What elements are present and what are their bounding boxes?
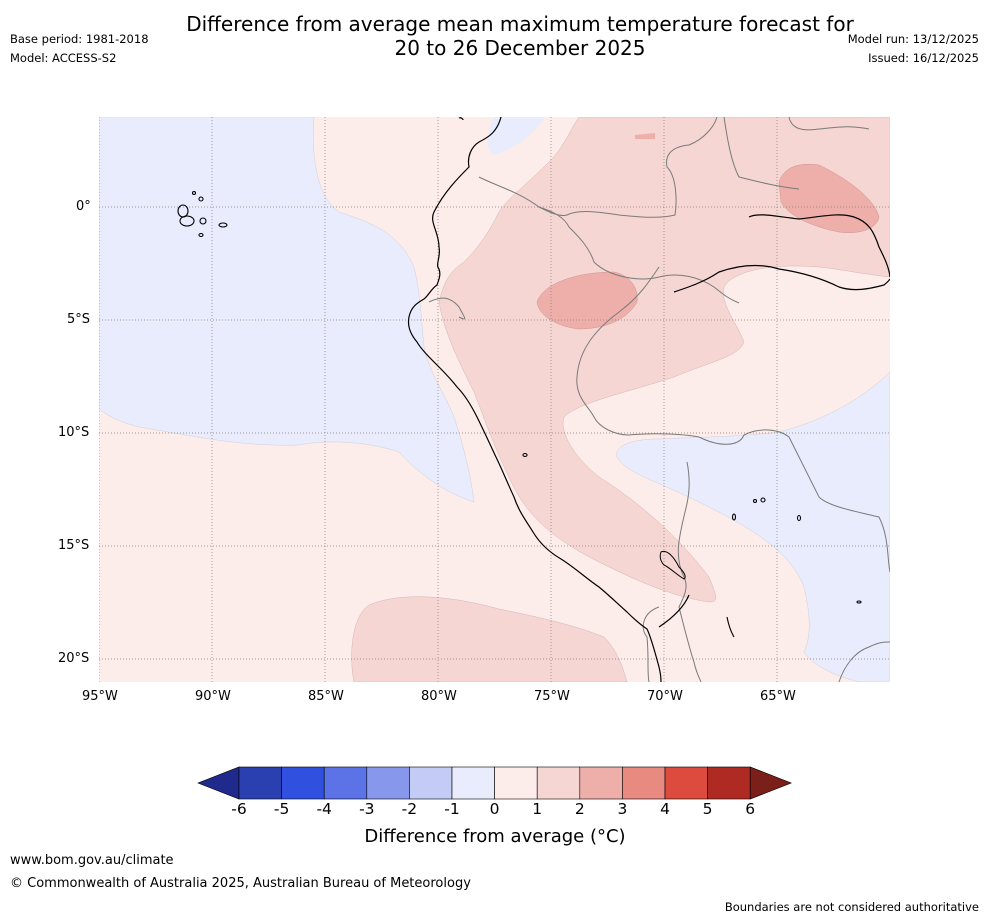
colorbar-cell — [366, 766, 410, 800]
colorbar-tick-label: -3 — [359, 800, 375, 818]
colombia-hot-speck — [635, 133, 655, 139]
lon-label-95w: 95°W — [82, 689, 118, 704]
colorbar-tick-label: -4 — [316, 800, 332, 818]
lon-label-70w: 70°W — [647, 689, 683, 704]
title-line-1: Difference from average mean maximum tem… — [186, 12, 854, 36]
map-title: Difference from average mean maximum tem… — [120, 12, 920, 60]
colorbar-tick-label: -6 — [231, 800, 247, 818]
amazon-warm-zone — [438, 117, 890, 603]
footer-copyright: © Commonwealth of Australia 2025, Austra… — [10, 876, 471, 891]
colorbar-tick-label: 6 — [745, 800, 756, 818]
country-borders — [428, 117, 890, 682]
colorbar-tick-label: 3 — [617, 800, 628, 818]
lat-label-20s: 20°S — [58, 651, 90, 666]
colorbar-label: Difference from average (°C) — [364, 826, 626, 847]
colorbar-tick-label: -1 — [444, 800, 460, 818]
colorbar-cell — [536, 766, 581, 800]
lon-label-90w: 90°W — [195, 689, 231, 704]
colorbar-cell — [409, 766, 453, 800]
coastlines — [407, 117, 890, 682]
peru-hot-patch — [536, 271, 638, 330]
islands — [177, 190, 862, 638]
lat-label-15s: 15°S — [58, 538, 90, 553]
colorbar-arrow-low — [197, 766, 240, 800]
lat-label-0: 0° — [76, 199, 91, 214]
colorbar-cell — [664, 766, 708, 800]
colorbar-cell — [323, 766, 368, 800]
lat-label-10s: 10°S — [58, 425, 90, 440]
colorbar-cell — [494, 766, 538, 800]
issued-date: Issued: 16/12/2025 — [868, 51, 979, 65]
colorbar-cell — [579, 766, 623, 800]
colorbar-tick-label: 0 — [489, 800, 500, 818]
pacific-negative-zone — [99, 117, 475, 503]
south-pacific-warm-blob — [351, 596, 628, 682]
graticule — [99, 117, 890, 682]
colorbar-cell — [622, 766, 666, 800]
colorbar — [197, 766, 793, 800]
colorbar-tick-label: -2 — [401, 800, 418, 818]
colorbar-cell — [451, 766, 495, 800]
lon-label-75w: 75°W — [534, 689, 570, 704]
brazil-hot-patch — [778, 164, 880, 233]
lon-label-85w: 85°W — [308, 689, 344, 704]
colorbar-tick-label: 2 — [574, 800, 585, 818]
lat-label-5s: 5°S — [67, 312, 91, 327]
map-svg — [99, 117, 890, 682]
lon-label-80w: 80°W — [421, 689, 457, 704]
colorbar-arrow-high — [749, 766, 793, 800]
footer-disclaimer: Boundaries are not considered authoritat… — [724, 900, 979, 914]
base-period: Base period: 1981-2018 — [10, 32, 149, 46]
model-run: Model run: 13/12/2025 — [847, 32, 979, 46]
anomaly-map — [99, 117, 890, 682]
title-line-2: 20 to 26 December 2025 — [394, 36, 646, 60]
colorbar-tick-label: 1 — [532, 800, 543, 818]
colorbar-tick-label: -5 — [273, 800, 290, 818]
model-name: Model: ACCESS-S2 — [10, 51, 117, 65]
colombia-negative-patch — [487, 117, 544, 155]
colorbar-tick-label: 5 — [702, 800, 713, 818]
footer-url[interactable]: www.bom.gov.au/climate — [10, 853, 174, 868]
lon-label-65w: 65°W — [760, 689, 796, 704]
colorbar-cell — [238, 766, 282, 800]
colorbar-tick-label: 4 — [660, 800, 670, 818]
colorbar-cell — [281, 766, 325, 800]
colorbar-cell — [707, 766, 751, 800]
lake-titicaca — [659, 550, 686, 580]
